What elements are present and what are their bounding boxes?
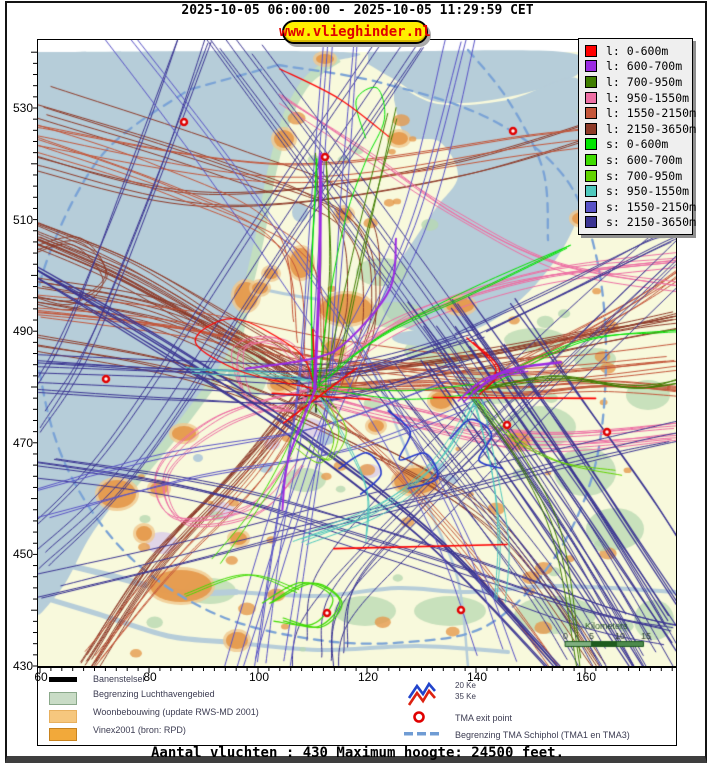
legend-swatch-icon (585, 107, 597, 120)
woonbebouwing-label: Woonbebouwing (update RWS-MD 2001) (93, 707, 259, 717)
legend-swatch-icon (585, 91, 597, 104)
legend-label: s: 1550-2150m (606, 199, 697, 214)
legend-row-8: s: 700-950m (585, 168, 692, 184)
legend-row-11: s: 2150-3650m (585, 215, 696, 231)
vinex-swatch-icon (49, 728, 77, 741)
x-axis-label-100: 100 (248, 670, 270, 684)
legend-swatch-icon (585, 44, 597, 57)
legend-label: l: 600-700m (606, 59, 683, 74)
altitude-legend: l: 0-600m l: 600-700m l: 700-950m l: 950-15… (578, 38, 696, 236)
legend-row-0: l: 0-600m (585, 43, 692, 59)
legend-swatch-icon (585, 138, 597, 151)
legend-swatch-icon (585, 122, 597, 135)
y-axis-label-490: 490 (12, 324, 33, 339)
x-axis-label-60: 60 (34, 670, 48, 684)
y-axis-label-510: 510 (12, 212, 33, 227)
x-axis-label-160: 160 (575, 670, 597, 684)
vinex-label: Vinex2001 (bron: RPD) (93, 725, 186, 735)
site-badge-label: www.vlieghinder.nl (279, 24, 431, 40)
legend-swatch-icon (585, 185, 597, 198)
banenstelsel-label: Banenstelsel (93, 674, 145, 684)
y-axis-label-470: 470 (12, 435, 33, 450)
legend-row-4: l: 1550-2150m (585, 105, 696, 121)
ke35-label: 35 Ke (455, 692, 476, 701)
legend-label: s: 0-600m (606, 137, 669, 152)
legend-swatch-icon (585, 75, 597, 88)
luchthavengebied-label: Begrenzing Luchthavengebied (93, 689, 215, 699)
tma-boundary-label: Begrenzing TMA Schiphol (TMA1 en TMA3) (455, 730, 630, 740)
legend-row-9: s: 950-1550m (585, 183, 692, 199)
tma-exit-point-label: TMA exit point (455, 713, 513, 723)
legend-label: l: 700-950m (606, 74, 683, 89)
legend-swatch-icon (585, 169, 597, 182)
legend-row-2: l: 700-950m (585, 74, 692, 90)
tma-boundary-dash-icon (404, 732, 439, 736)
x-axis-label-140: 140 (466, 670, 488, 684)
map-key-panel: 60 80 100 120 140 160 Banenstelsel Begrenzing … (34, 667, 677, 746)
legend-label: s: 700-950m (606, 168, 683, 183)
legend-row-5: l: 2150-3650m (585, 121, 696, 137)
legend-row-1: l: 600-700m (585, 59, 692, 75)
legend-label: l: 0-600m (606, 43, 669, 58)
legend-swatch-icon (585, 200, 597, 213)
legend-label: s: 950-1550m (606, 184, 690, 199)
report-title: 2025-10-05 06:00:00 - 2025-10-05 11:29:5… (181, 3, 534, 18)
status-bar: Aantal vluchten : 430 Maximum hoogte: 24… (150, 745, 564, 761)
y-axis-label-450: 450 (12, 547, 33, 562)
legend-swatch-icon (585, 60, 597, 73)
flight-track-map-canvas (38, 40, 676, 666)
legend-swatch-icon (585, 216, 597, 229)
legend-label: s: 2150-3650m (606, 215, 697, 230)
site-badge-link[interactable]: www.vlieghinder.nl (279, 20, 431, 44)
legend-label: s: 600-700m (606, 152, 683, 167)
x-axis-label-80: 80 (143, 670, 157, 684)
legend-row-10: s: 1550-2150m (585, 199, 696, 215)
map-plot (37, 39, 677, 667)
legend-label: l: 950-1550m (606, 90, 690, 105)
woonbebouwing-swatch-icon (49, 710, 77, 723)
legend-label: l: 2150-3650m (606, 121, 697, 136)
legend-row-3: l: 950-1550m (585, 90, 692, 106)
ke35-zigzag-icon (407, 688, 436, 706)
x-axis-label-120: 120 (357, 670, 379, 684)
tma-exit-point-icon (413, 711, 425, 723)
y-axis-label-530: 530 (12, 101, 33, 115)
legend-row-7: s: 600-700m (585, 152, 692, 168)
y-axis-label-430: 430 (12, 659, 33, 673)
ke20-zigzag-icon (407, 681, 436, 699)
legend-swatch-icon (585, 153, 597, 166)
luchthavengebied-swatch-icon (49, 692, 77, 705)
banenstelsel-swatch-icon (49, 677, 77, 682)
legend-row-6: s: 0-600m (585, 137, 692, 153)
ke20-label: 20 Ke (455, 681, 476, 690)
legend-label: l: 1550-2150m (606, 106, 697, 121)
